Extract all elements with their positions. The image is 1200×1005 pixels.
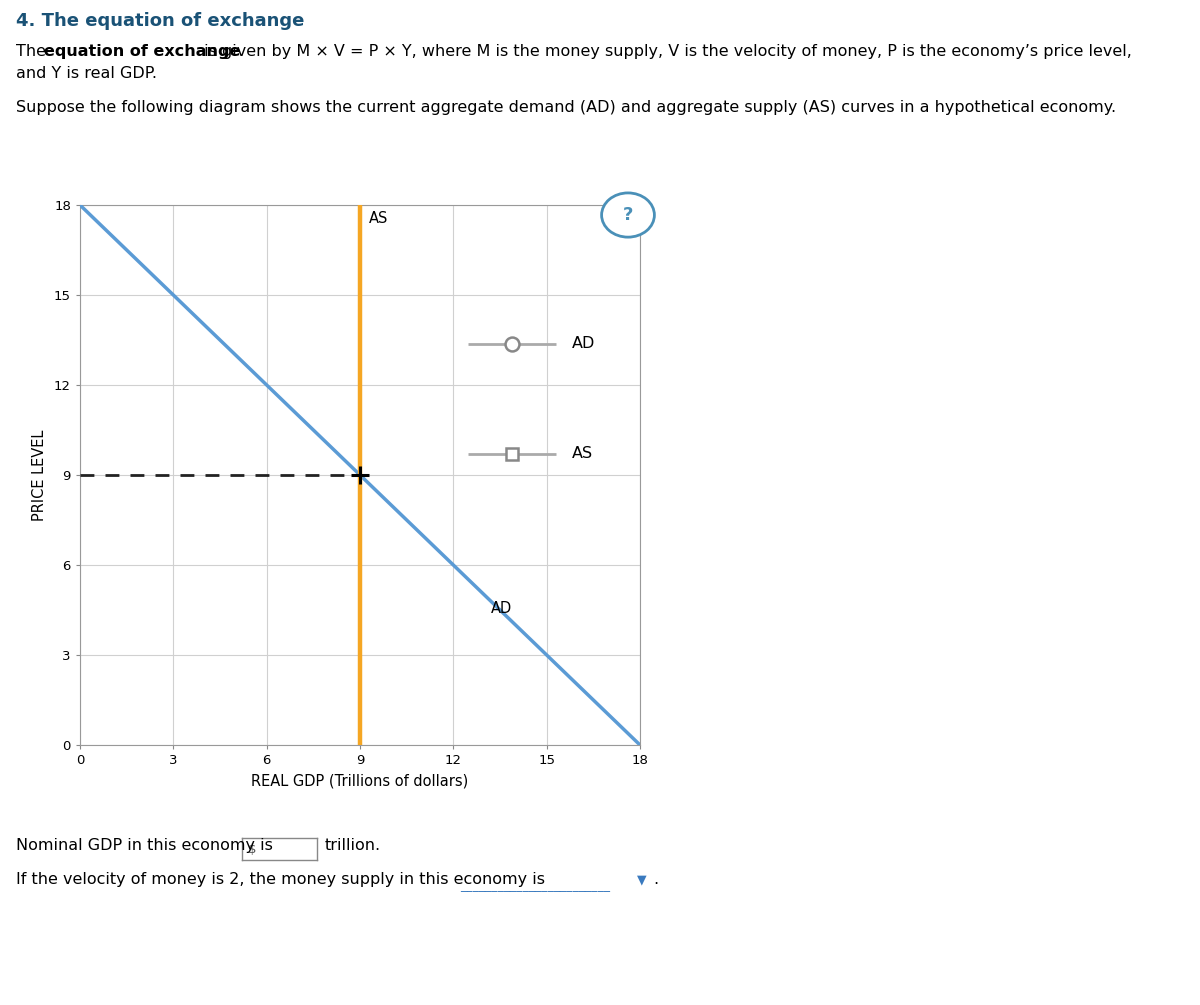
Text: ________________________: ________________________: [460, 879, 610, 892]
Text: AD: AD: [491, 601, 512, 616]
Circle shape: [601, 193, 654, 237]
Text: $: $: [248, 842, 257, 855]
Text: If the velocity of money is 2, the money supply in this economy is: If the velocity of money is 2, the money…: [16, 872, 545, 887]
Text: trillion.: trillion.: [325, 838, 382, 853]
Text: AS: AS: [572, 446, 593, 461]
Text: Suppose the following diagram shows the current aggregate demand (AD) and aggreg: Suppose the following diagram shows the …: [16, 100, 1116, 115]
Text: 4. The equation of exchange: 4. The equation of exchange: [16, 12, 305, 30]
Text: .: .: [653, 872, 658, 887]
Text: AD: AD: [572, 337, 595, 352]
Text: ▼: ▼: [637, 873, 647, 886]
Text: The: The: [16, 44, 52, 59]
Text: equation of exchange: equation of exchange: [44, 44, 240, 59]
X-axis label: REAL GDP (Trillions of dollars): REAL GDP (Trillions of dollars): [251, 774, 469, 789]
Text: AS: AS: [370, 211, 389, 226]
Text: ?: ?: [623, 206, 634, 224]
Text: Nominal GDP in this economy is: Nominal GDP in this economy is: [16, 838, 272, 853]
Text: is given by M × V = P × Y, where M is the money supply, V is the velocity of mon: is given by M × V = P × Y, where M is th…: [199, 44, 1132, 59]
Y-axis label: PRICE LEVEL: PRICE LEVEL: [32, 429, 47, 521]
Text: and Y is real GDP.: and Y is real GDP.: [16, 66, 157, 81]
